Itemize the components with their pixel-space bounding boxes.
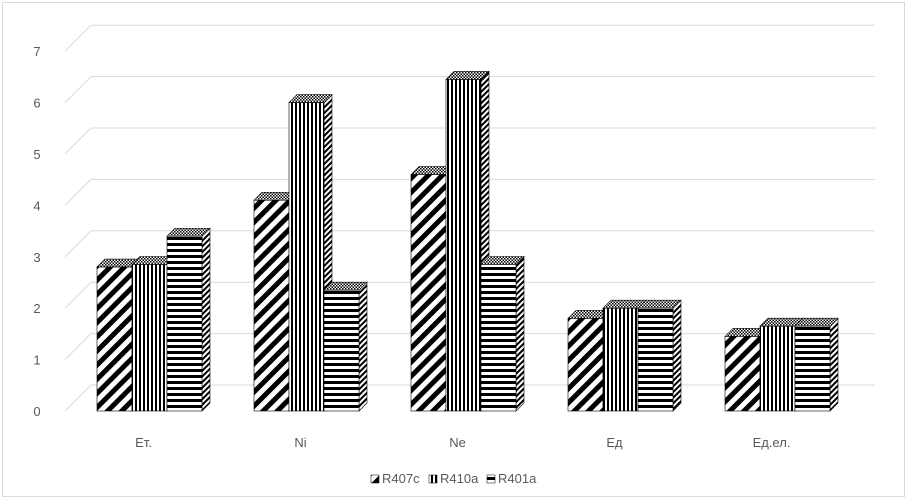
legend-label: R401a bbox=[498, 471, 537, 486]
bar-front-face bbox=[602, 307, 639, 412]
bar-side-face bbox=[358, 281, 368, 412]
bar-front-face bbox=[637, 307, 674, 412]
gridline-diagonal bbox=[64, 24, 92, 52]
bar-top-face bbox=[445, 71, 490, 80]
x-tick-label: Ne bbox=[449, 435, 466, 450]
bar-top-face bbox=[166, 227, 211, 237]
bar-R401a-Ед bbox=[637, 299, 682, 412]
bar-R401a-Ед.ел. bbox=[794, 317, 839, 412]
gridline-diagonal bbox=[64, 76, 92, 103]
bar-front-face bbox=[724, 336, 761, 412]
gridline-diagonal bbox=[64, 384, 92, 412]
legend-label: R407c bbox=[382, 471, 420, 486]
gridline-diagonal bbox=[64, 179, 92, 206]
bar-front-face bbox=[794, 325, 831, 412]
x-tick-label: Ni bbox=[294, 435, 306, 450]
bar-front-face bbox=[253, 199, 290, 412]
bar-side-face bbox=[201, 227, 211, 412]
bar-front-face bbox=[759, 325, 796, 412]
bar-front-face bbox=[166, 235, 203, 412]
bar-front-face bbox=[96, 266, 133, 412]
legend-item-R410a: R410a bbox=[428, 471, 479, 486]
bar-chart: 0 1 2 3 4 5 6 7 Ет. Ni Ne Ед Ед.ел. R407c R410a R401a bbox=[33, 24, 875, 486]
bar-front-face bbox=[480, 264, 517, 412]
bar-top-face bbox=[323, 281, 368, 291]
gridline-diagonal bbox=[64, 127, 92, 155]
gridline-diagonal bbox=[64, 281, 92, 309]
gridline-diagonal bbox=[64, 230, 92, 258]
gridline-diagonal bbox=[64, 333, 92, 360]
y-tick-label: 5 bbox=[33, 147, 40, 162]
bar-front-face bbox=[445, 79, 482, 412]
legend-item-R407c: R407c bbox=[370, 471, 420, 486]
y-axis-tick-labels: 0 1 2 3 4 5 6 7 bbox=[33, 44, 40, 419]
x-tick-label: Ед.ел. bbox=[753, 435, 791, 450]
y-tick-label: 0 bbox=[33, 404, 40, 419]
y-tick-label: 3 bbox=[33, 250, 40, 265]
x-tick-label: Ед bbox=[606, 435, 623, 450]
bar-side-face bbox=[672, 299, 682, 412]
legend-item-R401a: R401a bbox=[486, 471, 537, 486]
bar-top-face bbox=[794, 317, 839, 327]
legend-label: R410a bbox=[440, 471, 479, 486]
bar-front-face bbox=[131, 264, 168, 412]
bar-top-face bbox=[288, 94, 333, 103]
legend-swatch bbox=[428, 474, 438, 484]
y-tick-label: 7 bbox=[33, 44, 40, 59]
legend-swatch bbox=[486, 474, 496, 484]
y-tick-label: 1 bbox=[33, 353, 40, 368]
bar-top-face bbox=[637, 299, 682, 309]
x-axis-tick-labels: Ет. Ni Ne Ед Ед.ел. bbox=[135, 435, 790, 450]
y-tick-label: 4 bbox=[33, 198, 40, 213]
bar-side-face bbox=[515, 255, 525, 412]
bar-front-face bbox=[410, 174, 447, 412]
bar-front-face bbox=[323, 289, 360, 412]
bar-R401a-Ne bbox=[480, 255, 525, 412]
bar-R401a-Ет. bbox=[166, 227, 211, 412]
y-tick-label: 2 bbox=[33, 301, 40, 316]
x-tick-label: Ет. bbox=[135, 435, 152, 450]
bar-top-face bbox=[480, 256, 525, 265]
bars bbox=[96, 70, 839, 412]
legend-swatch bbox=[370, 474, 380, 484]
bar-side-face bbox=[829, 317, 839, 412]
legend: R407c R410a R401a bbox=[370, 471, 537, 486]
y-tick-label: 6 bbox=[33, 96, 40, 111]
bar-front-face bbox=[288, 102, 325, 412]
bar-R401a-Ni bbox=[323, 281, 368, 412]
bar-front-face bbox=[567, 318, 604, 412]
